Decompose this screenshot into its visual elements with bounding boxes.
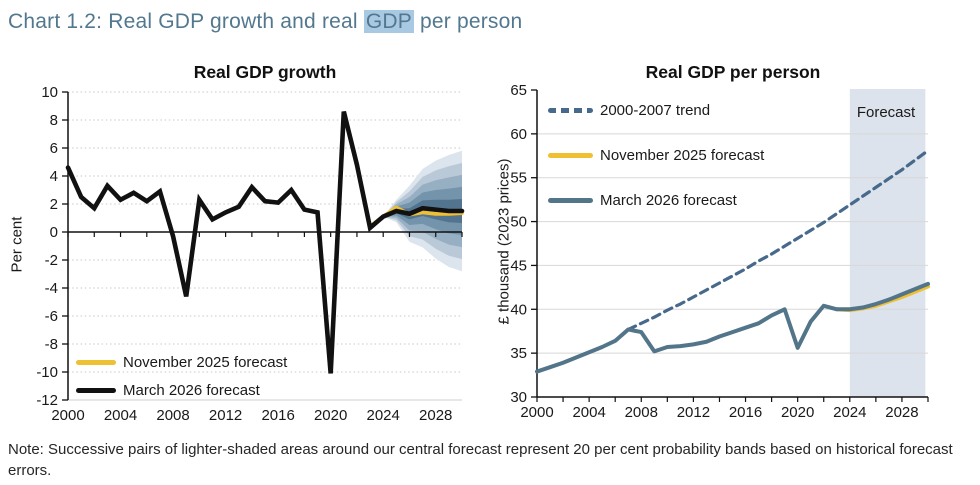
svg-text:35: 35 xyxy=(510,345,527,362)
svg-text:50: 50 xyxy=(510,214,527,231)
legend-label: March 2026 forecast xyxy=(123,381,260,399)
svg-text:65: 65 xyxy=(510,82,527,99)
legend-label: 2000-2007 trend xyxy=(600,101,711,119)
legend-label: November 2025 forecast xyxy=(600,146,765,164)
svg-text:4: 4 xyxy=(50,168,58,185)
svg-text:60: 60 xyxy=(510,126,527,143)
legend-line-sample-black xyxy=(76,387,116,393)
svg-text:2020: 2020 xyxy=(314,407,347,424)
gdp-growth-legend: November 2025 forecast March 2026 foreca… xyxy=(76,352,287,408)
svg-text:-12: -12 xyxy=(36,392,58,409)
svg-text:0: 0 xyxy=(50,224,58,241)
svg-text:2016: 2016 xyxy=(729,404,762,421)
legend-line-sample-slate xyxy=(548,197,593,203)
svg-text:2012: 2012 xyxy=(677,404,710,421)
svg-text:-8: -8 xyxy=(45,336,58,353)
svg-text:2024: 2024 xyxy=(833,404,866,421)
page-title: Chart 1.2: Real GDP growth and real GDP … xyxy=(8,10,522,34)
svg-text:2012: 2012 xyxy=(209,407,242,424)
svg-text:30: 30 xyxy=(510,389,527,406)
legend-line-sample-yellow xyxy=(548,152,593,158)
page-title-suffix: per person xyxy=(413,10,523,33)
legend-label: March 2026 forecast xyxy=(600,191,737,209)
svg-text:8: 8 xyxy=(50,112,58,129)
svg-text:2016: 2016 xyxy=(261,407,294,424)
svg-text:55: 55 xyxy=(510,170,527,187)
svg-text:-4: -4 xyxy=(45,280,58,297)
legend-item: 2000-2007 trend xyxy=(548,100,764,120)
legend-label: November 2025 forecast xyxy=(123,353,288,371)
legend-line-sample-yellow xyxy=(76,359,116,365)
svg-text:2004: 2004 xyxy=(104,407,137,424)
svg-text:45: 45 xyxy=(510,257,527,274)
svg-text:6: 6 xyxy=(50,140,58,157)
gdp-growth-chart-title: Real GDP growth xyxy=(193,62,337,82)
legend-line-sample-dashed xyxy=(548,107,593,113)
page-title-prefix: Chart 1.2: Real GDP growth and real xyxy=(8,10,364,33)
svg-text:-6: -6 xyxy=(45,308,58,325)
svg-text:2008: 2008 xyxy=(625,404,658,421)
forecast-region-label: Forecast xyxy=(856,104,916,121)
page-title-highlight: GDP xyxy=(363,10,414,33)
svg-text:2000: 2000 xyxy=(520,404,553,421)
svg-text:10: 10 xyxy=(41,84,58,101)
svg-text:2028: 2028 xyxy=(419,407,452,424)
gdp-per-person-chart-title: Real GDP per person xyxy=(645,62,821,82)
legend-item: November 2025 forecast xyxy=(548,145,764,165)
gdp-per-person-legend: 2000-2007 trend November 2025 forecast M… xyxy=(548,100,764,235)
svg-text:2004: 2004 xyxy=(572,404,605,421)
note-text: Note: Successive pairs of lighter-shaded… xyxy=(8,441,953,480)
svg-text:2024: 2024 xyxy=(367,407,400,424)
legend-item: November 2025 forecast xyxy=(76,352,287,372)
svg-text:2028: 2028 xyxy=(885,404,918,421)
legend-item: March 2026 forecast xyxy=(76,380,287,400)
svg-text:2: 2 xyxy=(50,196,58,213)
svg-text:2000: 2000 xyxy=(51,407,84,424)
svg-text:2008: 2008 xyxy=(156,407,189,424)
svg-text:-2: -2 xyxy=(45,252,58,269)
svg-text:-10: -10 xyxy=(36,364,58,381)
legend-item: March 2026 forecast xyxy=(548,190,764,210)
svg-text:40: 40 xyxy=(510,301,527,318)
svg-text:2020: 2020 xyxy=(781,404,814,421)
